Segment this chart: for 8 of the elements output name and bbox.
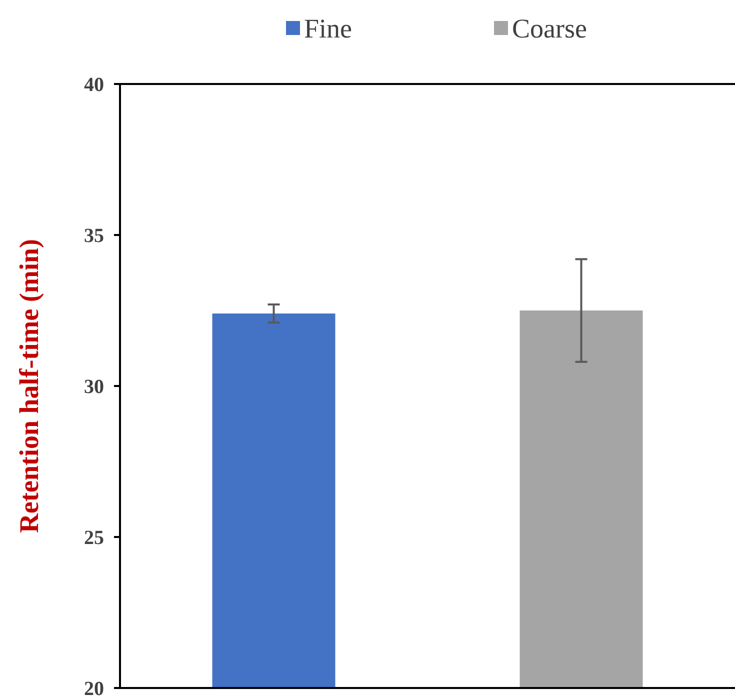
y-tick-label: 35 [84, 225, 104, 247]
y-tick-label: 30 [84, 376, 104, 398]
y-tick-label: 25 [84, 527, 104, 549]
y-axis-title: Retention half-time (min) [14, 239, 44, 533]
legend-label: Coarse [512, 13, 587, 44]
y-tick-label: 20 [84, 678, 104, 697]
y-tick-label: 40 [84, 74, 104, 96]
legend-label: Fine [304, 13, 352, 44]
